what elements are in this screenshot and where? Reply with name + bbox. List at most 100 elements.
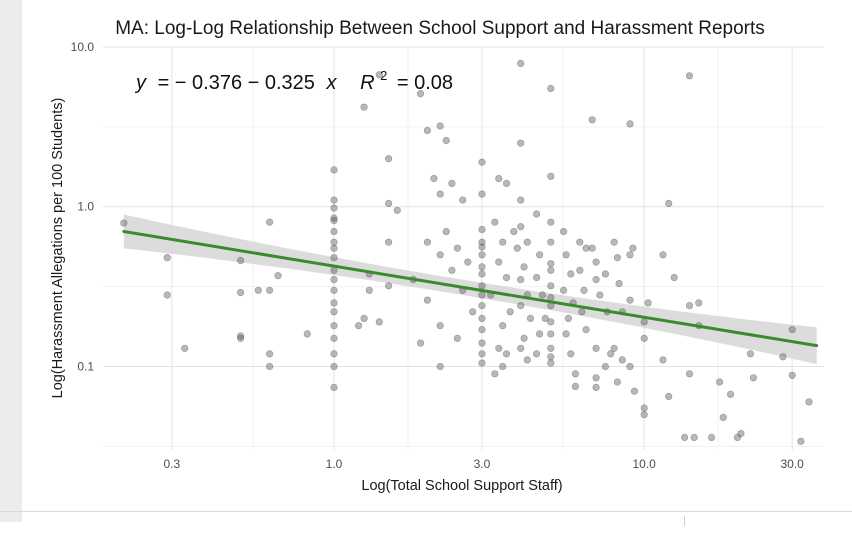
data-point xyxy=(578,308,586,316)
data-point xyxy=(478,251,486,259)
data-point xyxy=(613,378,622,386)
data-point xyxy=(610,344,618,352)
data-point xyxy=(592,374,600,382)
data-point xyxy=(547,266,555,274)
data-point xyxy=(274,272,282,280)
data-point xyxy=(237,289,245,297)
data-point xyxy=(237,334,245,342)
data-point xyxy=(330,308,338,316)
data-point xyxy=(266,218,274,226)
data-point xyxy=(547,282,555,290)
data-point xyxy=(120,219,128,227)
x-tick-label: 1.0 xyxy=(326,457,343,471)
data-point xyxy=(576,238,584,246)
data-point xyxy=(547,238,555,246)
data-point xyxy=(517,344,525,352)
data-point xyxy=(448,179,456,187)
data-point xyxy=(665,199,673,207)
data-point xyxy=(478,263,486,271)
data-point xyxy=(547,260,555,268)
data-point xyxy=(442,136,450,145)
data-point xyxy=(523,238,531,246)
data-point xyxy=(547,330,555,338)
data-point xyxy=(805,398,813,406)
data-points xyxy=(120,59,813,445)
data-point xyxy=(469,308,477,316)
data-point xyxy=(746,350,755,358)
equation-rhs: = − 0.376 − 0.325 xyxy=(158,72,315,94)
data-point xyxy=(520,334,528,342)
data-point xyxy=(453,244,462,252)
bottom-divider xyxy=(0,511,852,512)
left-frame-strip xyxy=(0,0,22,522)
chart-title: MA: Log-Log Relationship Between School … xyxy=(115,18,765,39)
data-point xyxy=(330,244,338,252)
data-point xyxy=(582,244,590,252)
data-point xyxy=(478,243,486,251)
data-point xyxy=(330,216,338,225)
data-point xyxy=(385,238,393,246)
data-point xyxy=(559,227,568,236)
data-point xyxy=(592,344,600,352)
data-point xyxy=(375,318,383,326)
data-point xyxy=(478,238,486,246)
data-point xyxy=(797,437,805,445)
data-point xyxy=(685,72,694,80)
data-point xyxy=(640,318,648,326)
data-point xyxy=(588,116,596,124)
data-point xyxy=(779,353,787,361)
data-point xyxy=(330,383,338,392)
data-point xyxy=(163,291,171,299)
data-point xyxy=(330,299,338,307)
data-point xyxy=(478,291,486,299)
data-point xyxy=(303,330,311,338)
data-point xyxy=(237,257,245,265)
data-point xyxy=(571,370,580,378)
y-axis-label: Log(Harassment Allegations per 100 Stude… xyxy=(50,98,66,399)
data-point xyxy=(592,383,600,392)
data-point xyxy=(330,204,338,212)
data-point xyxy=(601,362,610,371)
data-point xyxy=(517,276,525,284)
data-point xyxy=(588,244,596,252)
data-point xyxy=(495,344,503,352)
data-point xyxy=(423,296,432,304)
data-point xyxy=(610,238,618,246)
data-point xyxy=(541,314,549,323)
data-point xyxy=(680,433,689,442)
data-point xyxy=(510,227,518,236)
data-point xyxy=(532,350,541,358)
data-point xyxy=(726,390,735,398)
data-point xyxy=(517,59,525,68)
data-point xyxy=(499,322,507,330)
data-point xyxy=(330,254,338,262)
data-point xyxy=(665,392,673,401)
data-point xyxy=(453,334,462,342)
data-point xyxy=(564,314,573,323)
data-point xyxy=(618,356,626,364)
data-point xyxy=(499,362,507,371)
data-point xyxy=(478,326,486,334)
data-point xyxy=(640,411,648,419)
y-tick-label: 1.0 xyxy=(77,200,94,214)
data-point xyxy=(535,330,544,338)
data-point xyxy=(266,286,274,294)
regression-annotation: y = − 0.376 − 0.325 x R 2 = 0.08 xyxy=(134,63,453,94)
data-point xyxy=(690,433,698,442)
data-point xyxy=(355,322,363,330)
data-point xyxy=(478,270,486,278)
data-point xyxy=(416,90,425,98)
data-point xyxy=(644,299,652,307)
data-point xyxy=(502,274,511,282)
data-point xyxy=(547,353,555,361)
data-point xyxy=(436,362,444,371)
data-point xyxy=(478,190,486,198)
x-tick-label: 30.0 xyxy=(780,457,804,471)
data-point xyxy=(237,332,245,340)
data-point xyxy=(330,214,338,222)
data-point xyxy=(495,258,503,266)
data-point xyxy=(385,199,393,207)
data-point xyxy=(478,158,486,166)
y-tick-label: 0.1 xyxy=(77,359,94,373)
equation-x: x xyxy=(326,72,338,94)
